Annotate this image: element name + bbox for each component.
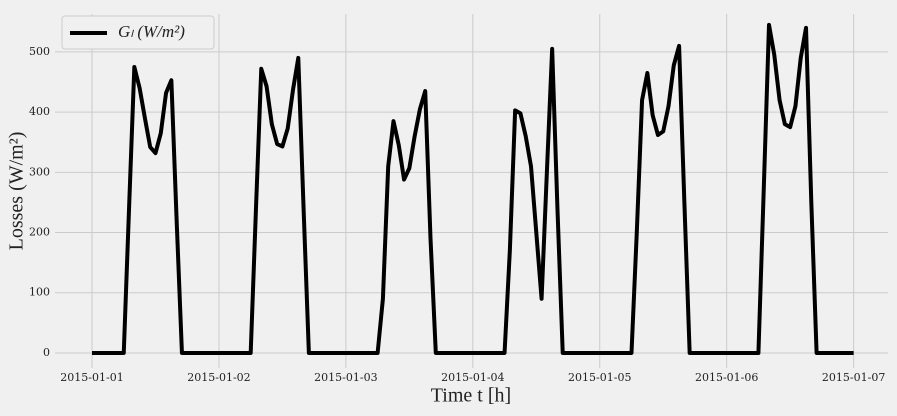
y-tick-label: 400	[29, 105, 50, 118]
y-tick-label: 0	[43, 346, 50, 359]
legend: Gₗ (W/m²)	[61, 15, 215, 50]
y-tick-label: 300	[29, 165, 50, 178]
y-tick-label: 100	[29, 286, 50, 299]
x-tick-label: 2015-01-06	[695, 371, 758, 384]
y-tick-label: 500	[29, 45, 50, 58]
grid	[55, 14, 888, 368]
y-axis-label: Losses (W/m²)	[6, 132, 28, 251]
x-tick-label: 2015-01-07	[822, 371, 885, 384]
x-axis-label: Time t [h]	[431, 385, 511, 407]
x-tick-label: 2015-01-01	[60, 371, 123, 384]
legend-box	[61, 15, 215, 50]
y-tick-label: 200	[29, 226, 50, 239]
x-tick-label: 2015-01-03	[314, 371, 377, 384]
plot-area	[92, 22, 854, 355]
x-tick-label: 2015-01-02	[187, 371, 250, 384]
data-line	[92, 22, 854, 355]
x-tick-label: 2015-01-04	[441, 371, 504, 384]
x-tick-label: 2015-01-05	[568, 371, 631, 384]
legend-label: Gₗ (W/m²)	[118, 22, 185, 41]
